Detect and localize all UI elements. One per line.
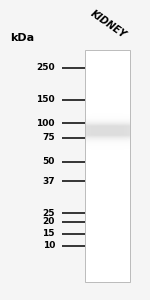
- Text: KIDNEY: KIDNEY: [88, 8, 128, 40]
- Text: 37: 37: [42, 176, 55, 185]
- Text: 150: 150: [36, 95, 55, 104]
- Text: kDa: kDa: [10, 33, 34, 43]
- Bar: [85, 50, 130, 282]
- Text: 75: 75: [42, 134, 55, 142]
- Text: 50: 50: [43, 158, 55, 166]
- Text: 25: 25: [42, 208, 55, 217]
- Text: 100: 100: [36, 118, 55, 127]
- Text: 20: 20: [43, 218, 55, 226]
- Text: 15: 15: [42, 230, 55, 238]
- Text: 250: 250: [36, 64, 55, 73]
- Text: 10: 10: [43, 242, 55, 250]
